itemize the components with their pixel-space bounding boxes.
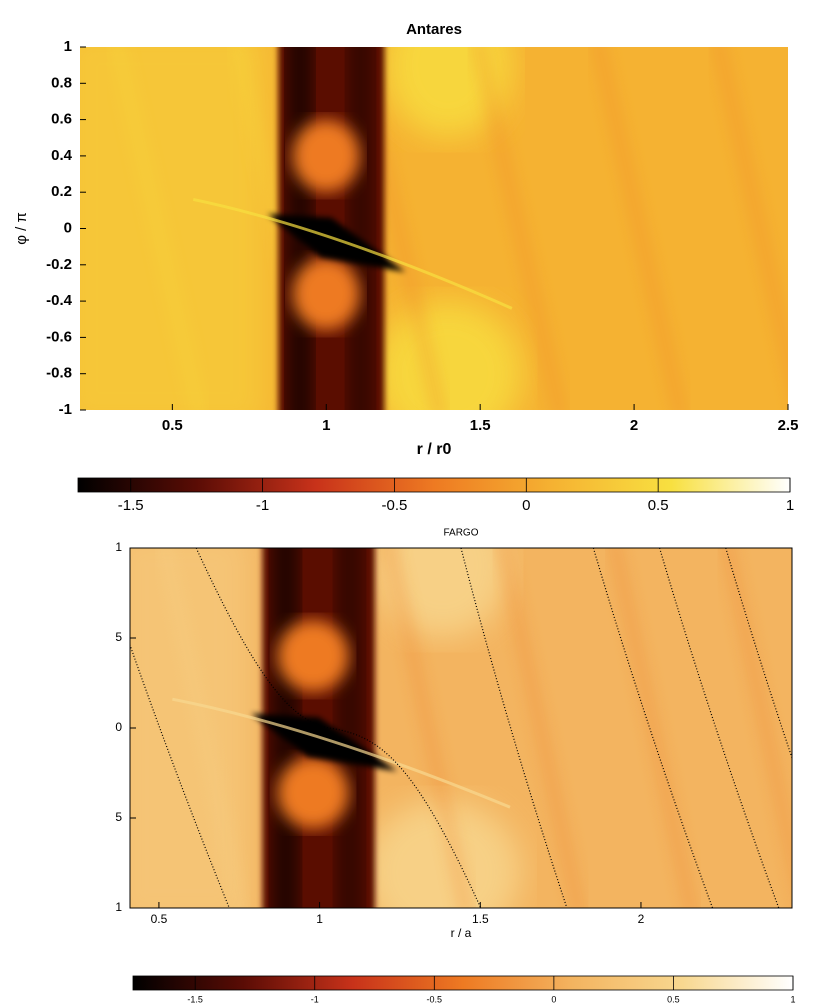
- y-tick-label: 5: [115, 810, 122, 824]
- field-vortex: [292, 119, 361, 193]
- field-vortex: [277, 620, 350, 692]
- field-vortex: [277, 756, 350, 829]
- y-tick-label: -0.6: [46, 328, 72, 345]
- y-tick-label: 0: [64, 219, 72, 236]
- y-tick-label: 0: [115, 720, 122, 734]
- field-wake: [497, 548, 584, 908]
- field-glow: [363, 800, 522, 908]
- x-axis-label: r / r0: [417, 441, 452, 458]
- y-tick-label: -0.8: [46, 365, 72, 382]
- field-left: [80, 47, 269, 410]
- y-tick-label: 1: [64, 38, 72, 55]
- colorbar-tick-label: 0: [522, 497, 530, 514]
- field-wake: [112, 47, 204, 410]
- y-axis-label: φ / π: [13, 212, 30, 245]
- y-tick-label: -0.2: [46, 256, 72, 273]
- colorbar: [132, 975, 794, 991]
- x-tick-label: 1: [322, 417, 330, 434]
- x-tick-label: 1.5: [472, 912, 489, 926]
- y-tick-label: 0.6: [51, 111, 72, 128]
- y-tick-label: 1: [115, 540, 122, 554]
- colorbar-tick-label: 1: [790, 994, 795, 1004]
- colorbar-tick-label: -1.5: [118, 497, 144, 514]
- heatmap-field: [80, 47, 788, 410]
- x-tick-label: 2: [638, 912, 645, 926]
- x-tick-label: 0.5: [162, 417, 183, 434]
- colorbar-tick-label: -1.5: [187, 994, 203, 1004]
- colorbar-tick-label: -0.5: [427, 994, 443, 1004]
- x-tick-label: 2: [630, 417, 638, 434]
- colorbar-tick-label: 0.5: [648, 497, 669, 514]
- field-wake: [473, 47, 565, 410]
- heatmap-field: [130, 548, 792, 908]
- x-tick-label: 0.5: [151, 912, 168, 926]
- field-planet-spiral: [192, 197, 513, 310]
- field-glow: [373, 301, 523, 410]
- colorbar-tick-label: 0.5: [667, 994, 680, 1004]
- field-streamline: [195, 548, 482, 908]
- y-tick-label: 0.4: [51, 147, 73, 164]
- field-gap-core: [347, 47, 374, 410]
- colorbar-tick-label: 0: [551, 994, 556, 1004]
- field-streamline: [460, 548, 568, 908]
- colorbar-tick-label: -1: [256, 497, 269, 514]
- field-gap-core: [335, 548, 364, 908]
- field-vortex: [292, 257, 361, 331]
- colorbar-tick-label: -0.5: [382, 497, 408, 514]
- field-wake: [385, 548, 471, 908]
- colorbar: [77, 477, 791, 493]
- field-wake: [160, 548, 246, 908]
- y-tick-label: 5: [115, 630, 122, 644]
- chart-title: Antares: [406, 21, 462, 38]
- y-tick-label: 0.2: [51, 183, 72, 200]
- x-tick-label: 1.5: [470, 417, 491, 434]
- x-tick-label: 1: [316, 912, 323, 926]
- y-tick-label: 0.8: [51, 74, 72, 91]
- field-wake: [714, 47, 788, 380]
- x-axis-label: r / a: [451, 926, 472, 940]
- colorbar-tick-label: -1: [311, 994, 319, 1004]
- y-tick-label: -1: [59, 401, 72, 418]
- y-tick-label: 1: [115, 900, 122, 914]
- y-tick-label: -0.4: [46, 292, 73, 309]
- field-wake: [610, 548, 696, 908]
- colorbar-tick-label: 1: [786, 497, 794, 514]
- field-wake: [722, 548, 792, 880]
- field-wake: [593, 47, 685, 410]
- x-tick-label: 2.5: [778, 417, 799, 434]
- field-planet-spiral: [172, 697, 511, 809]
- chart-title: FARGO: [443, 528, 478, 539]
